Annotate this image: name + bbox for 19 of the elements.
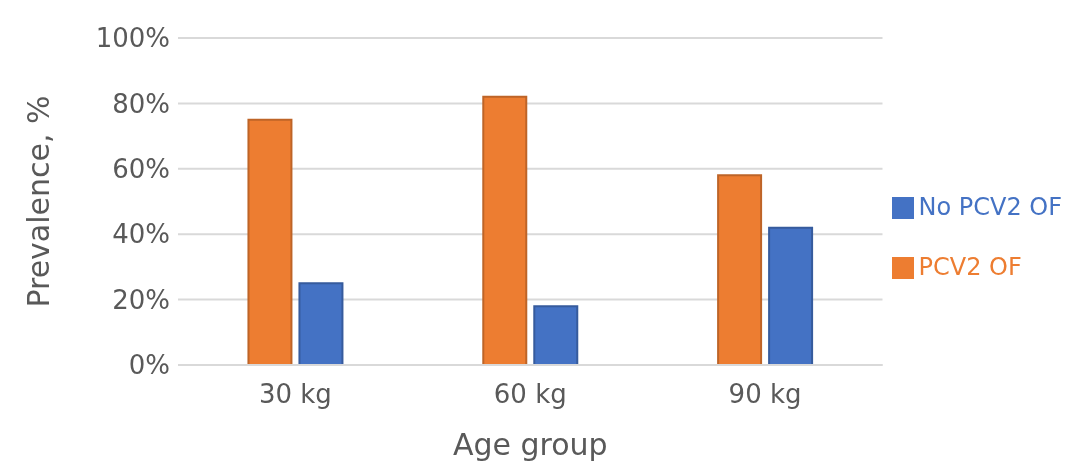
x-axis-title: Age group <box>452 427 608 462</box>
y-tick-label: 40% <box>112 219 170 250</box>
bar <box>533 305 579 365</box>
legend-label: No PCV2 OF <box>918 192 1062 221</box>
y-tick-label: 60% <box>112 154 170 185</box>
bar <box>482 95 528 365</box>
y-tick-label: 20% <box>112 284 170 315</box>
legend-label: PCV2 OF <box>918 252 1022 281</box>
y-tick-label: 80% <box>112 88 170 119</box>
bar <box>717 174 763 365</box>
x-tick-label: 30 kg <box>258 379 332 410</box>
y-axis-title: Prevalence, % <box>20 95 56 308</box>
bar <box>247 118 293 365</box>
x-tick-label: 90 kg <box>728 379 802 410</box>
y-tick-label: 100% <box>95 23 170 54</box>
bar <box>768 226 814 365</box>
bar <box>298 282 344 365</box>
y-tick-label: 0% <box>128 350 170 381</box>
x-tick-label: 60 kg <box>493 379 567 410</box>
